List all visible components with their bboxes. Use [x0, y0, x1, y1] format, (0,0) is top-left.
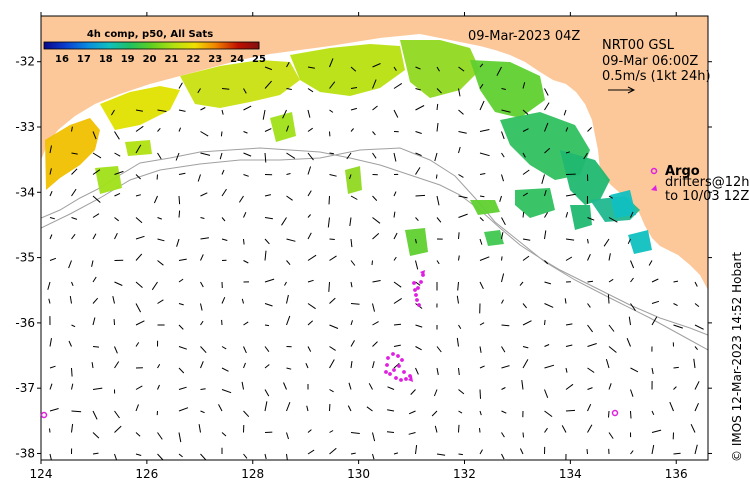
x-tick-label: 132: [453, 467, 476, 481]
colorbar-tick: 22: [186, 54, 200, 65]
colorbar-swatches: [43, 41, 260, 50]
credit-label: © IMOS 12-Mar-2023 14:52 Hobart: [730, 252, 744, 462]
vector-time-label: 09-Mar 06:00Z: [602, 54, 698, 69]
colorbar-title: 4h comp, p50, All Sats: [87, 29, 213, 40]
y-tick-label: -33: [15, 120, 35, 134]
x-tick-label: 130: [347, 467, 370, 481]
drifter-marker: [651, 185, 657, 191]
argo-float: [40, 411, 48, 419]
peninsula: [620, 170, 665, 215]
drifters-label-2: to 10/03 12Z: [665, 189, 749, 204]
product-label: NRT00 GSL: [602, 38, 675, 53]
scale-label: 0.5m/s (1kt 24h): [602, 69, 711, 84]
shelf-contour: [41, 147, 708, 336]
colorbar: 4h comp, p50, All Sats 16 17 18 19 20 21 22 23 2…: [43, 29, 266, 65]
drifter-tracks: [384, 270, 425, 382]
argo-label: Argo: [665, 164, 700, 179]
y-tick-label: -32: [15, 55, 35, 69]
colorbar-tick: 25: [252, 54, 266, 65]
date-label: 09-Mar-2023 04Z: [468, 29, 580, 44]
x-tick-label: 124: [30, 467, 53, 481]
colorbar-tick: 19: [121, 54, 135, 65]
x-tick-label: 136: [665, 467, 688, 481]
colorbar-tick: 24: [230, 54, 244, 65]
colorbar-ticks: 16 17 18 19 20 21 22 23 24 25: [55, 54, 266, 65]
current-vectors: [47, 58, 704, 460]
colorbar-tick: 18: [99, 54, 113, 65]
y-tick-label: -36: [15, 316, 35, 330]
scale-arrow: [608, 86, 636, 94]
colorbar-tick: 17: [77, 54, 91, 65]
slope-contour: [41, 147, 708, 351]
argo-float: [611, 409, 619, 417]
x-tick-label: 128: [241, 467, 264, 481]
colorbar-tick: 21: [164, 54, 178, 65]
plot-frame: [40, 15, 709, 461]
y-tick-label: -37: [15, 381, 35, 395]
y-axis: -32 -33 -34 -35 -36 -37 -38: [15, 55, 712, 460]
colorbar-tick: 23: [208, 54, 222, 65]
y-tick-label: -38: [15, 446, 35, 460]
y-tick-label: -35: [15, 251, 35, 265]
argo-marker: [650, 167, 658, 175]
x-tick-label: 126: [135, 467, 158, 481]
colorbar-tick: 16: [55, 54, 69, 65]
drifters-label-1: drifters@12h: [665, 175, 750, 190]
y-tick-label: -34: [15, 185, 35, 199]
x-tick-label: 134: [559, 467, 582, 481]
colorbar-tick: 20: [143, 54, 157, 65]
x-axis: 124 126 128 130 132 134 136: [30, 12, 688, 481]
